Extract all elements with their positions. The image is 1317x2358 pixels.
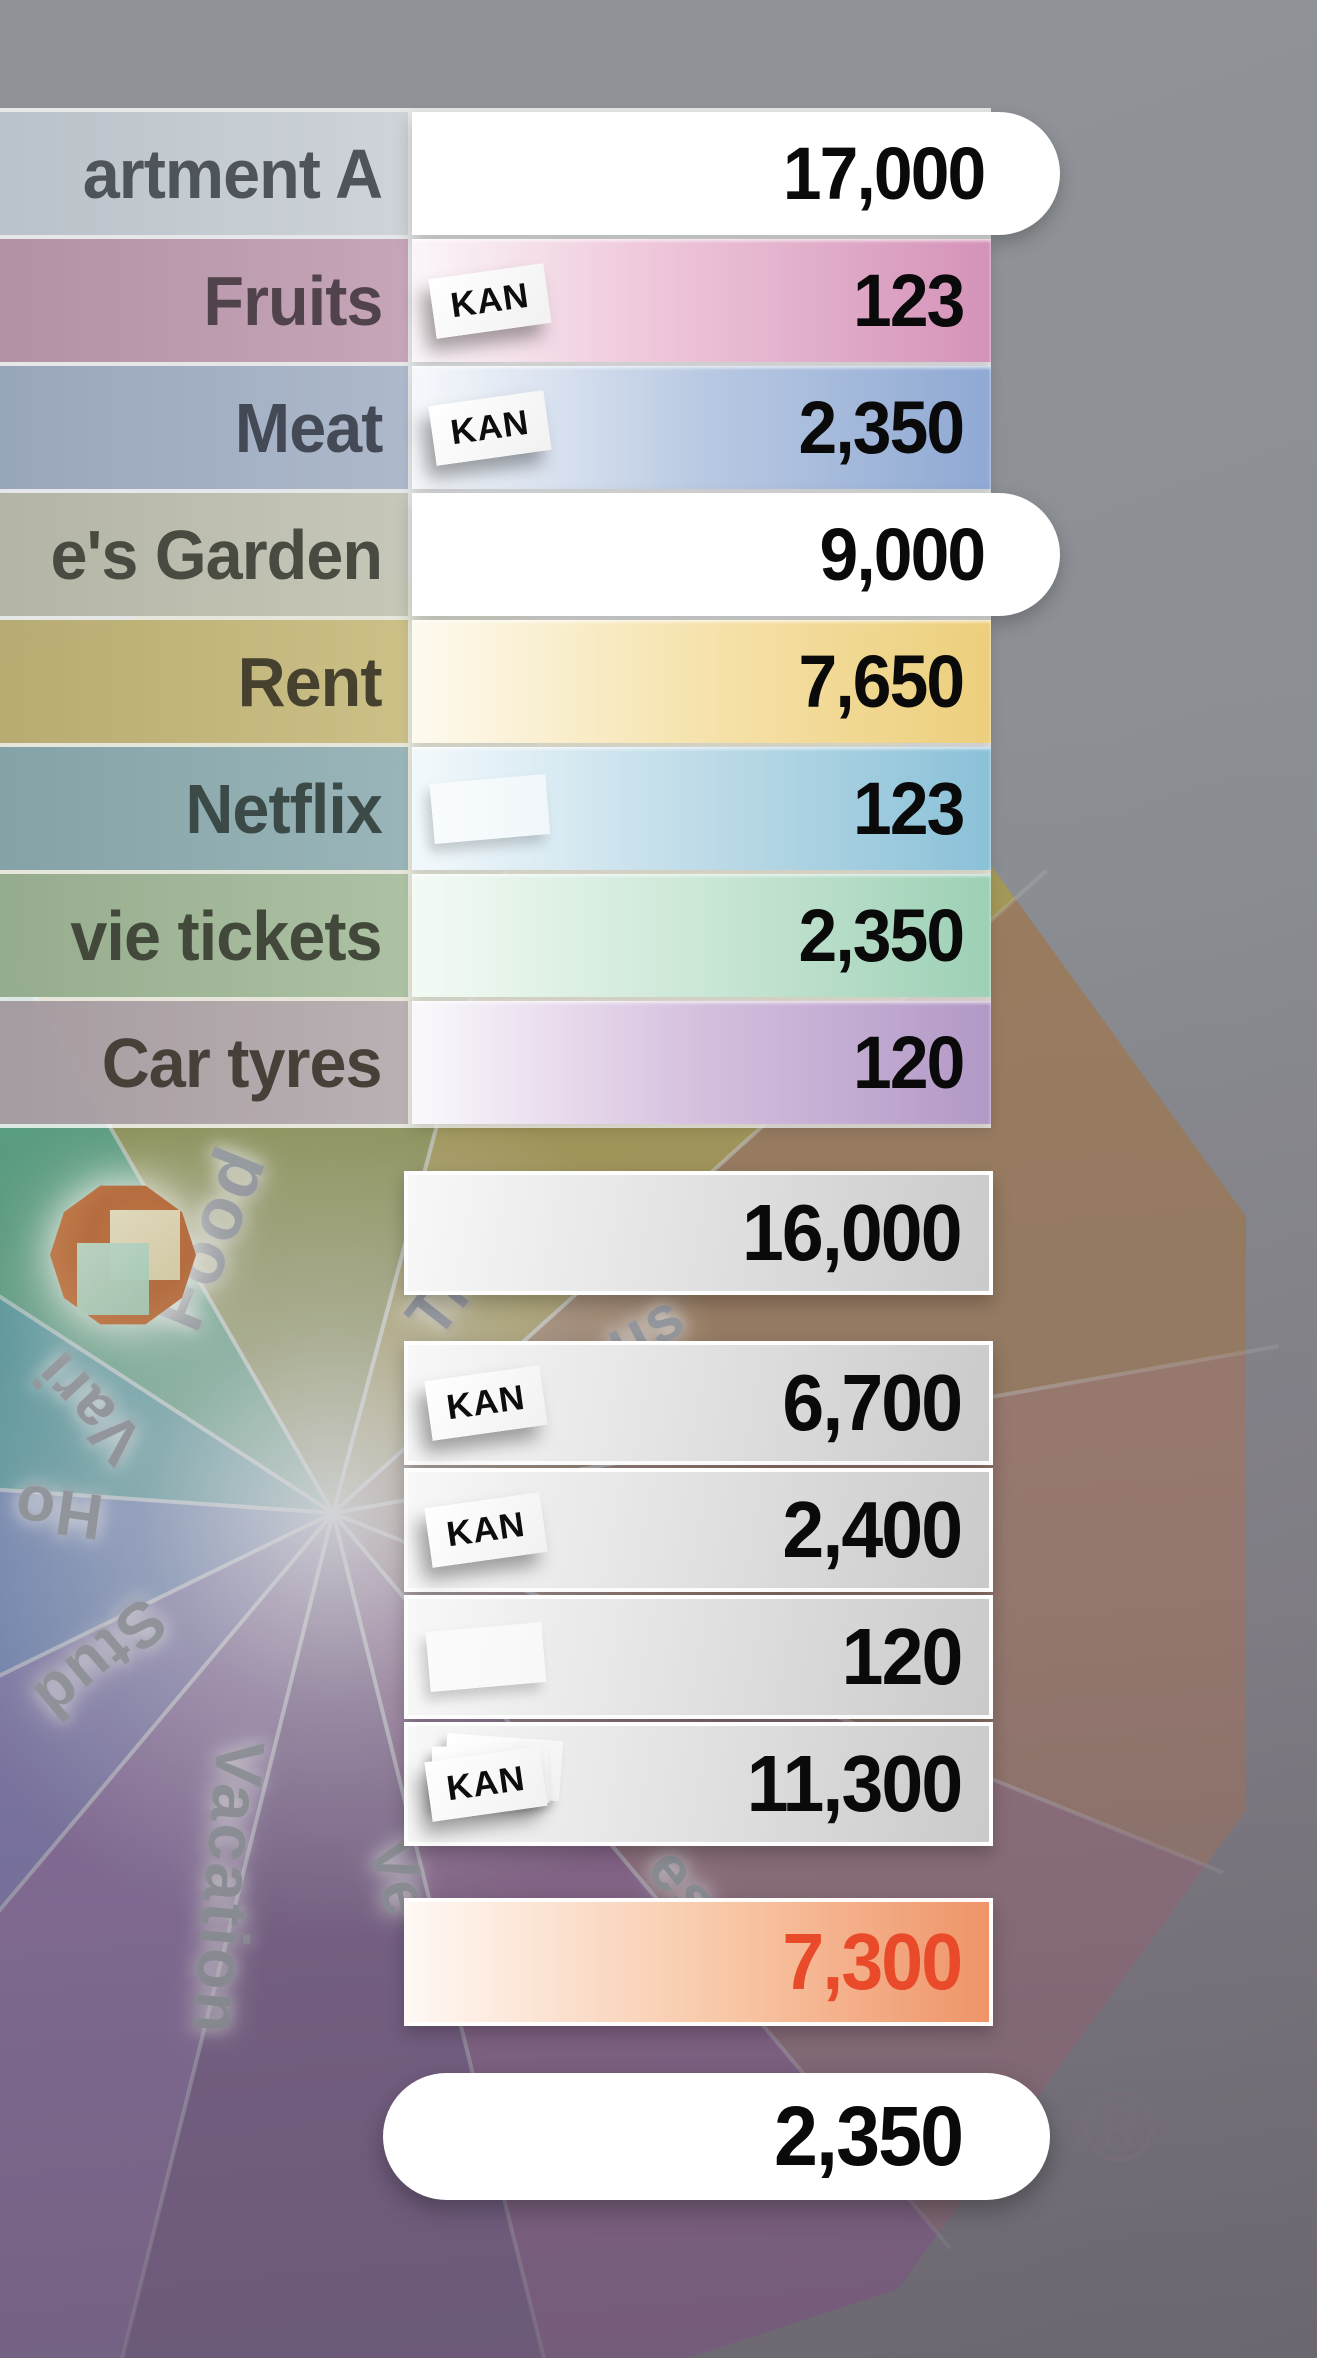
row-label-cell: Fruits bbox=[0, 239, 408, 362]
row-label: artment A bbox=[82, 134, 383, 213]
row-label: Fruits bbox=[202, 261, 383, 340]
row-value-cell: 120 bbox=[412, 1001, 991, 1124]
expense-total-amount: 7,300 bbox=[782, 1917, 963, 2006]
app-logo bbox=[50, 1182, 196, 1328]
row-label: Meat bbox=[234, 388, 383, 467]
row-amount: 2,350 bbox=[798, 386, 965, 469]
row-amount: 9,000 bbox=[819, 513, 986, 596]
row-amount: 120 bbox=[852, 1021, 965, 1104]
table-row-car-tyres[interactable]: Car tyres 120 bbox=[0, 1001, 991, 1124]
summary-amount: 11,300 bbox=[746, 1739, 962, 1828]
summary-amount: 6,700 bbox=[782, 1358, 963, 1447]
blank-tag bbox=[425, 1622, 547, 1692]
category-table: artment A 17,000 Fruits KAN 123 Meat KAN… bbox=[0, 108, 1060, 1128]
row-amount: 123 bbox=[852, 259, 965, 342]
kan-tag: KAN bbox=[424, 1492, 548, 1568]
row-amount: 123 bbox=[852, 767, 965, 850]
summary-list: 16,000 KAN 6,700 KAN 2,400 120 KAN 11,30… bbox=[404, 1171, 993, 1849]
row-value-cell: 123 bbox=[412, 747, 991, 870]
table-row-movie-tickets[interactable]: vie tickets 2,350 bbox=[0, 874, 991, 997]
row-label-cell: vie tickets bbox=[0, 874, 408, 997]
registered-trademark-icon: ® bbox=[1082, 2071, 1156, 2183]
summary-row[interactable]: KAN 11,300 bbox=[404, 1722, 993, 1846]
row-label-cell: e's Garden bbox=[0, 493, 408, 616]
table-row-meat[interactable]: Meat KAN 2,350 bbox=[0, 366, 991, 489]
row-label-cell: Meat bbox=[0, 366, 408, 489]
row-value-cell: 2,350 bbox=[412, 874, 991, 997]
summary-row[interactable]: KAN 2,400 bbox=[404, 1468, 993, 1592]
row-label-cell: Car tyres bbox=[0, 1001, 408, 1124]
balance-total-pill[interactable]: 2,350 bbox=[383, 2073, 1050, 2200]
summary-amount: 2,400 bbox=[782, 1485, 963, 1574]
row-amount: 17,000 bbox=[782, 132, 986, 215]
kan-tag: KAN bbox=[424, 1365, 548, 1441]
summary-row[interactable]: KAN 6,700 bbox=[404, 1341, 993, 1465]
table-row-apartment[interactable]: artment A 17,000 bbox=[0, 112, 1060, 235]
summary-amount: 16,000 bbox=[742, 1188, 963, 1277]
summary-amount: 120 bbox=[841, 1612, 963, 1701]
wheel-label-hobby: Ho bbox=[8, 1470, 108, 1554]
table-row-garden[interactable]: e's Garden 9,000 bbox=[0, 493, 1060, 616]
blank-tag bbox=[429, 773, 551, 844]
expense-total-row[interactable]: 7,300 bbox=[404, 1898, 993, 2026]
row-amount: 2,350 bbox=[798, 894, 965, 977]
kan-tag: KAN bbox=[428, 262, 552, 339]
table-row-netflix[interactable]: Netflix 123 bbox=[0, 747, 991, 870]
balance-total-amount: 2,350 bbox=[773, 2089, 964, 2183]
row-value-cell: 9,000 bbox=[412, 493, 1060, 616]
row-value-cell: KAN 2,350 bbox=[412, 366, 991, 489]
row-value-cell: KAN 123 bbox=[412, 239, 991, 362]
row-label: vie tickets bbox=[70, 896, 383, 975]
row-label: Netflix bbox=[185, 769, 383, 848]
table-row-fruits[interactable]: Fruits KAN 123 bbox=[0, 239, 991, 362]
kan-tag: KAN bbox=[428, 389, 552, 466]
row-amount: 7,650 bbox=[798, 640, 965, 723]
row-value-cell: 17,000 bbox=[412, 112, 1060, 235]
logo-square-mint-icon bbox=[77, 1243, 149, 1315]
row-label-cell: artment A bbox=[0, 112, 408, 235]
row-value-cell: 7,650 bbox=[412, 620, 991, 743]
row-label: Car tyres bbox=[102, 1023, 383, 1102]
row-label-cell: Netflix bbox=[0, 747, 408, 870]
row-label-cell: Rent bbox=[0, 620, 408, 743]
table-row-rent[interactable]: Rent 7,650 bbox=[0, 620, 991, 743]
row-label: Rent bbox=[238, 642, 383, 721]
summary-row[interactable]: 16,000 bbox=[404, 1171, 993, 1295]
summary-row[interactable]: 120 bbox=[404, 1595, 993, 1719]
row-label: e's Garden bbox=[50, 515, 383, 594]
